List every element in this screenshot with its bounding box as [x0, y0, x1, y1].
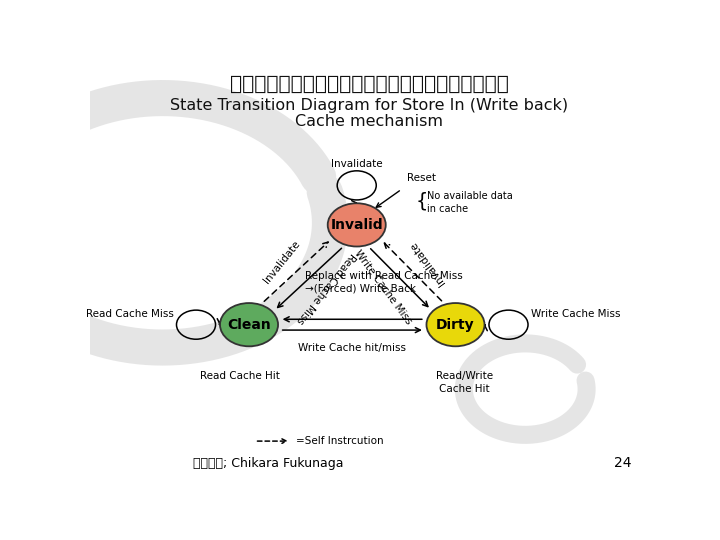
Text: Invalidate: Invalidate [408, 239, 447, 287]
Circle shape [426, 303, 485, 346]
Text: Replace with Read Cache Miss
→(Forced) Write Back: Replace with Read Cache Miss →(Forced) W… [305, 271, 462, 294]
Text: Reset: Reset [408, 173, 436, 183]
Text: State Transition Diagram for Store In (Write back): State Transition Diagram for Store In (W… [170, 98, 568, 113]
Text: Dirty: Dirty [436, 318, 474, 332]
Circle shape [328, 203, 386, 246]
Text: Clean: Clean [227, 318, 271, 332]
Text: =Self Instrcution: =Self Instrcution [297, 436, 384, 446]
Text: Invalidate: Invalidate [331, 159, 382, 168]
Text: Invalid: Invalid [330, 218, 383, 232]
Text: ストアイン（ライトバック）キャッシュの状態遷移: ストアイン（ライトバック）キャッシュの状態遷移 [230, 75, 508, 94]
Text: Write Cache hit/miss: Write Cache hit/miss [298, 342, 406, 353]
Text: Read Cache Miss: Read Cache Miss [294, 251, 357, 326]
Text: Invalidate: Invalidate [262, 239, 302, 286]
Text: Read/Write
Cache Hit: Read/Write Cache Hit [436, 371, 492, 394]
Text: Write Cache Miss: Write Cache Miss [531, 309, 621, 319]
Text: 福永　力; Chikara Fukunaga: 福永 力; Chikara Fukunaga [193, 457, 344, 470]
Circle shape [220, 303, 278, 346]
Text: Read Cache Miss: Read Cache Miss [86, 309, 174, 319]
Text: No available data
in cache: No available data in cache [427, 191, 513, 214]
Text: Read Cache Hit: Read Cache Hit [200, 371, 280, 381]
Text: Cache mechanism: Cache mechanism [295, 114, 443, 129]
Text: 24: 24 [613, 456, 631, 470]
Text: Write Cache Miss: Write Cache Miss [352, 248, 413, 327]
Text: {: { [415, 191, 428, 210]
